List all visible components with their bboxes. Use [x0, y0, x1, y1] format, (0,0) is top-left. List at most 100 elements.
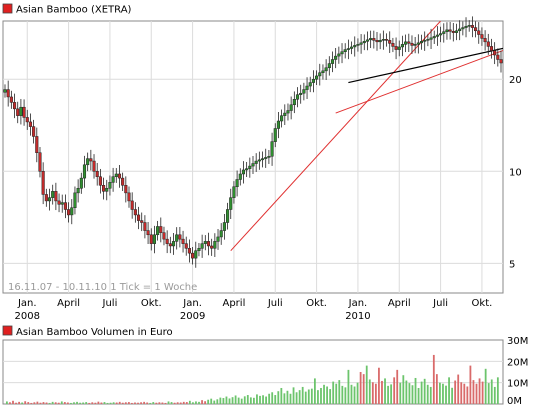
candle [16, 101, 20, 124]
volume-bar [307, 389, 310, 404]
price-x-tick-label: April [388, 298, 411, 309]
candle [464, 17, 468, 38]
volume-bar [481, 381, 484, 404]
period-label: 16.11.07 - 10.11.10 1 Tick = 1 Woche [8, 282, 197, 293]
candle-body [435, 34, 439, 37]
volume-bar [292, 387, 295, 404]
volume-bar [390, 384, 393, 404]
candle-body [493, 50, 497, 56]
volume-bar [82, 402, 85, 404]
candle-body [432, 36, 436, 39]
price-candles [3, 16, 503, 268]
volume-bar [256, 394, 258, 404]
candle-body [353, 45, 357, 48]
candle-body [315, 75, 319, 80]
candle [241, 161, 246, 184]
candle-body [426, 39, 430, 41]
candle-body [140, 220, 144, 223]
candle-body [121, 177, 125, 186]
volume-bar [36, 401, 39, 404]
candle [203, 235, 207, 251]
candle [413, 36, 417, 54]
trendlines [230, 21, 503, 252]
candle [187, 239, 191, 263]
candle [184, 236, 188, 256]
volume-bar [405, 380, 408, 404]
candle [114, 168, 118, 183]
candle-body [464, 25, 468, 28]
candle [219, 223, 223, 245]
volume-bar [381, 380, 383, 404]
price-x-tick-label: Okt. [472, 298, 493, 309]
volume-bar [344, 387, 347, 404]
volume-bar [42, 402, 45, 404]
volume-bar [271, 392, 274, 404]
candle [41, 162, 45, 205]
candle [25, 109, 29, 130]
volume-bar [118, 401, 121, 404]
candle [337, 46, 341, 64]
candle-body [28, 121, 32, 127]
candle [32, 119, 36, 144]
candle-body [79, 177, 83, 189]
candle-body [483, 38, 487, 43]
candle-body [327, 63, 331, 69]
volume-bar [106, 402, 109, 404]
candle-body [16, 108, 20, 116]
volume-bar [393, 377, 396, 404]
candle [477, 22, 481, 44]
volume-bar [15, 402, 17, 404]
candle [140, 212, 144, 232]
volume-bar [134, 402, 136, 404]
volume-bar [103, 402, 106, 404]
candle-body [222, 222, 226, 231]
volume-bar [179, 402, 182, 404]
candle-body [299, 92, 303, 95]
price-y-tick-label: 5 [509, 259, 515, 270]
candle [295, 87, 300, 108]
volume-bar [274, 395, 277, 404]
volume-bar [155, 402, 158, 404]
volume-bar [198, 401, 200, 404]
volume-bar [143, 401, 146, 404]
candle-body [175, 234, 179, 242]
candle [108, 175, 112, 196]
volume-bar [460, 382, 463, 404]
candle-body [384, 39, 389, 41]
candle [111, 167, 115, 192]
candle [54, 182, 58, 211]
volume-chart-title: Asian Bamboo Volumen in Euro [16, 327, 173, 338]
candle-body [152, 234, 156, 244]
price-x-tick-label: Okt. [306, 298, 327, 309]
volume-bar [396, 369, 399, 404]
candle-body [178, 234, 182, 240]
candle-body [216, 236, 220, 242]
candle [267, 149, 271, 164]
candle-body [57, 200, 61, 205]
volume-bar [487, 383, 490, 404]
candle-body [439, 33, 443, 36]
candle [260, 151, 265, 168]
volume-bar [246, 395, 249, 404]
candle [356, 38, 360, 52]
volume-bar [234, 395, 237, 404]
volume-bar [51, 401, 54, 404]
candle-body [117, 173, 122, 179]
candle [461, 21, 465, 36]
volume-y-axis: 30M 20M 10M 0M [507, 336, 528, 407]
candle [324, 59, 328, 80]
candle [378, 33, 382, 50]
volume-bar [12, 400, 14, 404]
volume-bar [210, 398, 213, 404]
candle [416, 34, 420, 54]
candle-body [86, 158, 90, 166]
candle [489, 38, 494, 59]
candle [308, 76, 312, 93]
candle-body [232, 186, 236, 198]
candle-body [159, 226, 163, 233]
volume-bar [350, 384, 353, 404]
volume-y-tick-label: 10M [507, 379, 528, 390]
volume-bar [60, 401, 63, 404]
volume-bar [338, 380, 341, 404]
